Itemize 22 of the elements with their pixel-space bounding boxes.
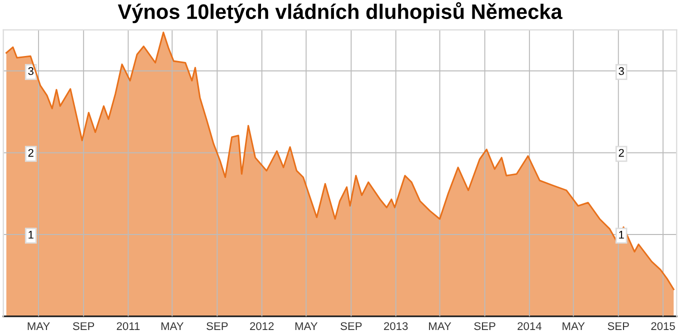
x-tick-label: MAY [161, 322, 184, 330]
x-tick-label: 2015 [651, 322, 675, 330]
y-tick-label: 1 [28, 230, 34, 239]
x-tick-label: 2014 [518, 322, 542, 330]
x-tick-label: SEP [474, 322, 496, 330]
x-tick-label: 2013 [384, 322, 408, 330]
x-tick-label: MAY [28, 322, 50, 330]
x-tick-label: 2012 [250, 322, 274, 330]
x-tick-label: MAY [562, 322, 585, 330]
x-tick-label: MAY [429, 322, 452, 330]
x-tick-label: SEP [340, 322, 362, 330]
y2-tick-label: 2 [618, 148, 624, 157]
x-tick-label: MAY [295, 322, 318, 330]
y-tick-label: 3 [28, 67, 34, 76]
y2-tick-label: 1 [619, 230, 624, 239]
y-tick-label: 2 [28, 148, 34, 157]
y2-tick-label: 3 [618, 67, 624, 76]
x-tick-label: 2011 [116, 322, 140, 330]
x-tick-label: SEP [608, 322, 629, 330]
x-tick-label: SEP [206, 322, 228, 330]
chart-title: Výnos 10letých vládních dluhopisů Německa [118, 2, 562, 24]
x-tick-label: SEP [72, 322, 94, 330]
